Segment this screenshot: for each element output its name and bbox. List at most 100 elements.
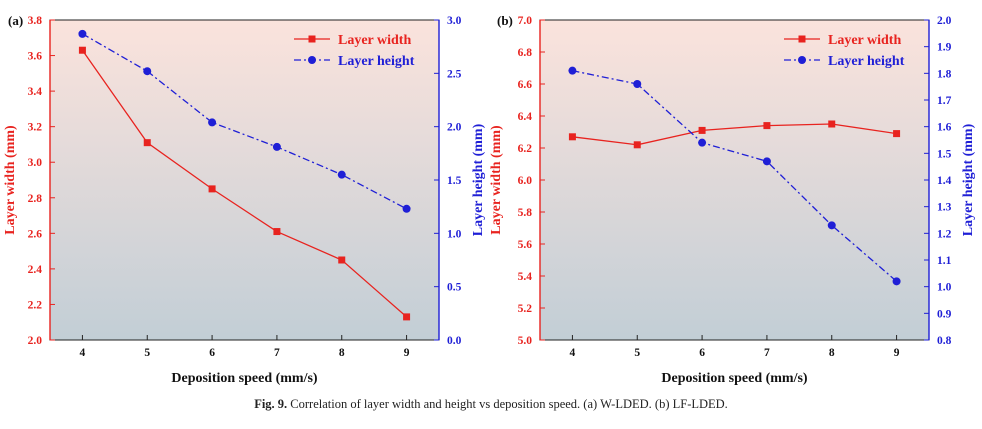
data-point-square [763, 122, 771, 130]
right-tick-label: 1.0 [447, 228, 462, 240]
data-point-square [828, 120, 836, 128]
data-point-circle [337, 170, 346, 179]
y-axis-label-left: Layer width (mm) [3, 125, 18, 235]
data-point-square [338, 256, 346, 264]
left-tick-label: 6.8 [518, 47, 533, 59]
x-tick-label: 5 [144, 347, 150, 359]
caption-text: Correlation of layer width and height vs… [290, 397, 728, 411]
right-tick-label: 1.4 [937, 175, 952, 187]
x-tick-label: 8 [829, 347, 835, 359]
x-tick-label: 6 [209, 347, 215, 359]
right-tick-label: 0.5 [447, 282, 462, 294]
left-tick-label: 2.8 [28, 193, 43, 205]
chart-panel-a: (a) 2.0 2.2 2.4 2.6 2.8 3.0 3.2 3.4 3.6 3.8 0.0 0.5 1… [3, 13, 486, 386]
right-tick-label: 1.6 [937, 122, 952, 134]
left-tick-label: 2.4 [28, 264, 43, 276]
legend-marker-square [308, 35, 316, 43]
right-tick-label: 0.9 [937, 308, 952, 320]
data-point-circle [402, 204, 411, 213]
x-tick-label: 4 [80, 347, 86, 359]
data-point-circle [568, 66, 577, 75]
right-tick-label: 1.9 [937, 42, 952, 54]
data-point-circle [827, 221, 836, 230]
legend-label: Layer width [338, 33, 411, 48]
legend-label: Layer height [338, 54, 415, 69]
legend-label: Layer width [828, 33, 901, 48]
right-tick-label: 1.0 [937, 282, 952, 294]
left-tick-label: 6.0 [518, 175, 533, 187]
data-point-square [273, 228, 281, 236]
x-tick-label: 7 [274, 347, 280, 359]
data-point-circle [633, 80, 642, 88]
left-tick-label: 6.6 [518, 79, 533, 91]
data-point-circle [762, 157, 771, 166]
legend-label: Layer height [828, 54, 905, 69]
plot-background [540, 20, 929, 340]
figure: (a) 2.0 2.2 2.4 2.6 2.8 3.0 3.2 3.4 3.6 3.8 0.0 0.5 1… [3, 13, 976, 386]
left-tick-label: 3.2 [28, 122, 43, 134]
right-tick-label: 1.8 [937, 68, 952, 80]
right-tick-label: 2.5 [447, 68, 462, 80]
data-point-circle [698, 138, 707, 147]
left-tick-label: 5.4 [518, 271, 533, 283]
data-point-square [78, 46, 86, 54]
legend-marker-square [798, 35, 806, 43]
right-tick-label: 1.5 [447, 175, 462, 187]
series-line-layer-width [572, 123, 897, 146]
left-tick-label: 7.0 [518, 15, 533, 27]
left-tick-label: 5.0 [518, 335, 533, 347]
x-axis-label: Deposition speed (mm/s) [661, 371, 808, 386]
right-tick-label: 1.7 [937, 95, 952, 107]
data-point-square [893, 130, 901, 138]
left-tick-label: 3.6 [28, 51, 43, 63]
x-tick-label: 9 [404, 347, 410, 359]
right-tick-label: 0.8 [937, 335, 952, 347]
x-tick-label: 6 [699, 347, 705, 359]
left-tick-label: 3.0 [28, 157, 43, 169]
x-tick-label: 7 [764, 347, 770, 359]
left-tick-label: 5.6 [518, 239, 533, 251]
right-tick-label: 1.1 [937, 255, 952, 267]
data-point-circle [272, 142, 281, 151]
right-tick-label: 1.5 [937, 148, 952, 160]
data-point-circle [892, 277, 901, 286]
data-point-circle [143, 67, 152, 76]
plot-background [50, 20, 439, 340]
y-axis-label-right: Layer height (mm) [471, 123, 486, 236]
right-tick-label: 1.3 [937, 202, 952, 214]
figure-caption: Fig. 9. Correlation of layer width and h… [0, 397, 982, 412]
x-tick-label: 5 [634, 347, 640, 359]
right-tick-label: 3.0 [447, 15, 462, 27]
data-point-square [403, 313, 411, 321]
x-tick-label: 8 [339, 347, 345, 359]
left-tick-label: 6.2 [518, 143, 533, 155]
left-tick-label: 2.6 [28, 228, 43, 240]
data-point-square [143, 139, 151, 147]
left-tick-label: 2.2 [28, 299, 43, 311]
panel-label: (a) [8, 13, 23, 28]
data-point-square [633, 141, 641, 149]
right-tick-label: 2.0 [447, 122, 462, 134]
data-point-square [698, 126, 706, 134]
legend-marker-circle [798, 56, 806, 64]
y-axis-label-right: Layer height (mm) [961, 123, 976, 236]
x-axis-label: Deposition speed (mm/s) [171, 371, 318, 386]
left-tick-label: 2.0 [28, 335, 43, 347]
panel-label: (b) [497, 13, 513, 28]
y-axis-label-left: Layer width (mm) [489, 125, 504, 235]
left-tick-label: 5.8 [518, 207, 533, 219]
right-tick-label: 1.2 [937, 228, 952, 240]
right-tick-label: 0.0 [447, 335, 462, 347]
left-tick-label: 3.8 [28, 15, 43, 27]
left-tick-label: 3.4 [28, 86, 43, 98]
left-tick-label: 5.2 [518, 303, 533, 315]
series-line-layer-height [82, 33, 407, 210]
left-tick-label: 6.4 [518, 111, 533, 123]
caption-label: Fig. 9. [254, 397, 288, 411]
data-point-square [568, 133, 576, 141]
series-line-layer-width [81, 49, 408, 318]
x-tick-label: 9 [894, 347, 900, 359]
x-tick-label: 4 [570, 347, 576, 359]
data-point-square [208, 185, 216, 193]
legend-marker-circle [308, 56, 316, 64]
